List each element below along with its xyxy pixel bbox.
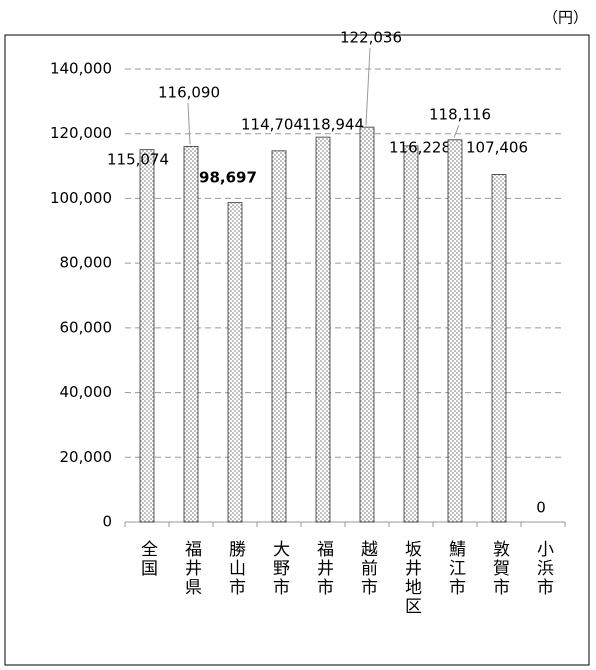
x-tick-label: 大野市	[269, 540, 290, 597]
bar	[491, 174, 507, 523]
x-tick-label: 越前市	[357, 540, 378, 597]
y-tick-label: 80,000	[60, 254, 113, 272]
bar	[271, 150, 287, 523]
data-label: 122,036	[340, 29, 402, 47]
data-label: 118,944	[302, 116, 364, 134]
leader-line	[365, 47, 371, 126]
data-label: 118,116	[429, 106, 491, 124]
frame	[4, 34, 590, 666]
y-tick-label: 60,000	[60, 318, 113, 336]
y-tick-label: 40,000	[60, 383, 113, 401]
x-tick-label: 全国	[137, 540, 158, 578]
x-tick-label: 小浜市	[533, 540, 554, 597]
y-tick-label: 120,000	[50, 124, 112, 142]
y-tick-label: 100,000	[50, 189, 112, 207]
y-tick-label: 140,000	[50, 60, 112, 78]
data-label: 116,090	[158, 84, 220, 102]
bar	[359, 126, 375, 523]
x-tick-label: 福井市	[313, 540, 334, 597]
bar	[447, 139, 463, 523]
unit-label: （円）	[543, 9, 588, 27]
leader-line	[453, 124, 460, 138]
y-tick-label: 20,000	[60, 448, 113, 466]
x-tick-label: 坂井地区	[401, 540, 422, 616]
y-tick-label: 0	[102, 513, 112, 531]
data-label: 116,228	[389, 139, 451, 157]
data-label: 0	[536, 499, 546, 517]
data-label: 115,074	[107, 151, 169, 169]
data-label: 98,697	[199, 169, 257, 187]
data-label: 107,406	[466, 139, 528, 157]
data-label: 114,704	[241, 116, 303, 134]
bar	[403, 145, 419, 523]
x-tick-label: 福井県	[181, 540, 202, 597]
x-tick-label: 勝山市	[225, 540, 246, 597]
bar	[139, 149, 155, 523]
leader-line	[187, 102, 191, 145]
x-tick-label: 鯖江市	[445, 540, 466, 597]
x-tick-label: 敦賀市	[489, 540, 510, 597]
bar	[315, 136, 331, 523]
bar	[227, 202, 243, 523]
bar	[183, 145, 199, 523]
